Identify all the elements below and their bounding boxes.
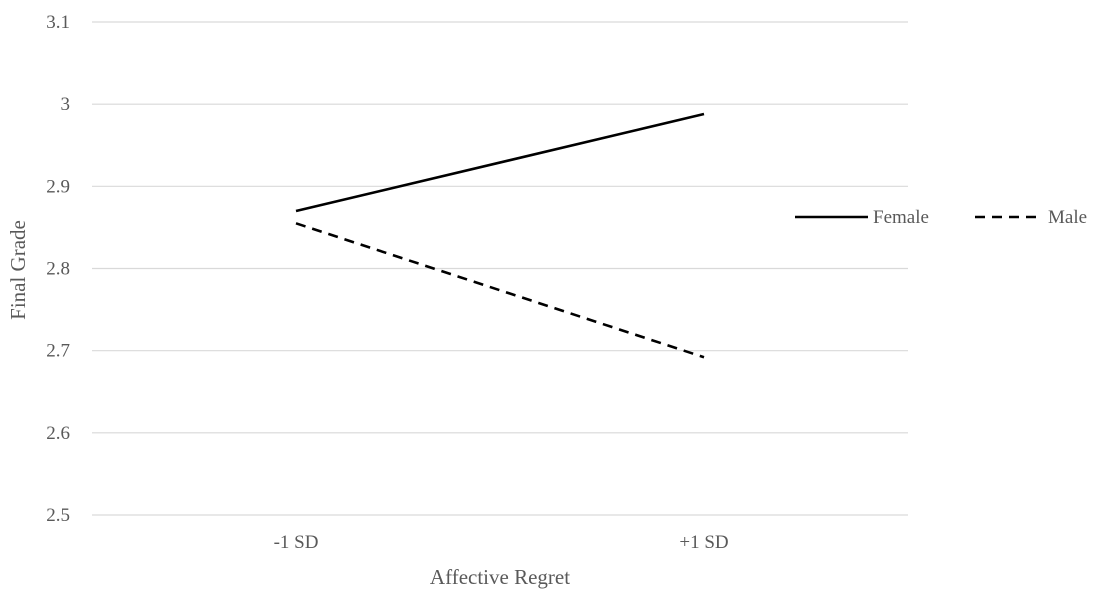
x-axis-title: Affective Regret [430, 565, 570, 589]
gridlines [92, 21, 908, 516]
y-tick-label: 3.1 [46, 12, 70, 33]
y-tick-label: 2.7 [46, 341, 70, 362]
legend: Female Male [795, 207, 1087, 228]
series-line-female [295, 112, 705, 213]
y-tick-label: 2.9 [46, 176, 70, 197]
y-axis-ticks: 2.5 2.6 2.7 2.8 2.9 3 3.1 [46, 12, 70, 526]
legend-label-male: Male [1048, 207, 1087, 228]
x-axis-ticks: -1 SD +1 SD [274, 532, 729, 553]
x-tick-label: +1 SD [679, 532, 728, 553]
y-tick-label: 2.8 [46, 259, 70, 280]
y-tick-label: 2.5 [46, 505, 70, 526]
y-tick-label: 2.6 [46, 423, 70, 444]
y-axis-title: Final Grade [6, 220, 30, 320]
x-tick-label: -1 SD [274, 532, 319, 553]
series-line-male [295, 222, 705, 359]
series-lines [295, 112, 705, 359]
legend-label-female: Female [873, 207, 929, 228]
y-tick-label: 3 [61, 94, 71, 115]
